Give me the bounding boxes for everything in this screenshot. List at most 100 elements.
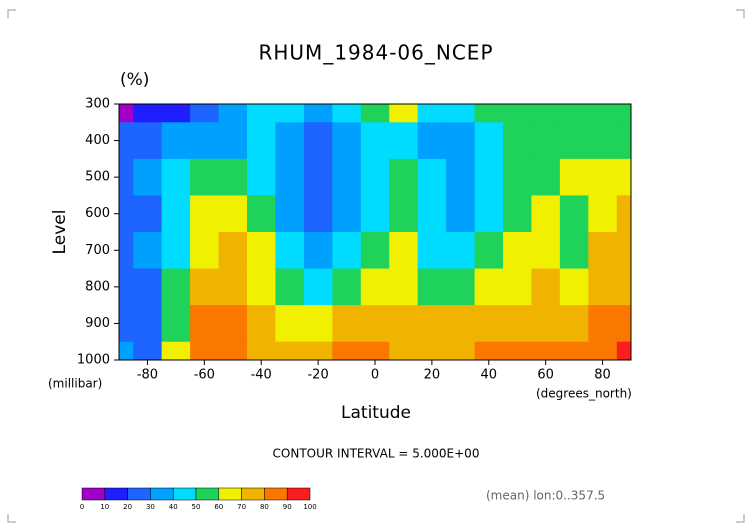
cell [303, 232, 333, 270]
cell [417, 104, 447, 123]
y-tick-label: 500 [85, 170, 110, 185]
cell [503, 305, 532, 343]
cell [275, 104, 305, 123]
cell [119, 305, 134, 343]
cell [417, 232, 447, 270]
cell [531, 104, 561, 123]
cell [119, 341, 134, 360]
cell [559, 104, 589, 123]
x-tick-label: -20 [307, 368, 328, 383]
cell [275, 195, 305, 233]
colorbar-label: 60 [214, 503, 223, 511]
cell [133, 341, 163, 360]
cell [474, 341, 504, 360]
cell [559, 232, 589, 270]
x-units: (degrees_north) [536, 387, 632, 401]
colorbar-swatch [241, 487, 265, 501]
cell [161, 158, 191, 196]
cell [275, 341, 305, 360]
cell [133, 104, 163, 123]
cell [417, 305, 447, 343]
cell [332, 104, 362, 123]
cell [190, 341, 220, 360]
cell [503, 232, 532, 270]
cell [503, 268, 532, 306]
cell [360, 104, 390, 123]
cell [332, 305, 362, 343]
cell [190, 158, 220, 196]
cell [161, 195, 191, 233]
cell [559, 305, 589, 343]
cell [133, 232, 163, 270]
cell [588, 195, 618, 233]
cell [616, 122, 631, 160]
cell [588, 158, 618, 196]
cell [531, 232, 561, 270]
cell [474, 104, 504, 123]
cell [119, 232, 134, 270]
cell [133, 305, 163, 343]
colorbar-label: 70 [237, 503, 246, 511]
cell [531, 122, 561, 160]
colorbar-label: 90 [283, 503, 292, 511]
cell [389, 195, 419, 233]
colorbar-swatch [218, 487, 242, 501]
cell [303, 122, 333, 160]
cell [275, 122, 305, 160]
cell [161, 104, 191, 123]
x-tick-label: 0 [371, 368, 379, 383]
colorbar-swatch [195, 487, 220, 501]
colorbar-swatch [81, 487, 106, 501]
colorbar-swatch [150, 487, 174, 501]
footnote: (mean) lon:0..357.5 [486, 489, 605, 503]
cell [161, 305, 191, 343]
x-tick-label: -80 [137, 368, 158, 383]
cell [531, 195, 561, 233]
cell [332, 232, 362, 270]
cell [616, 341, 631, 360]
cell [503, 122, 532, 160]
cell [161, 122, 191, 160]
cell [474, 195, 504, 233]
y-tick-label: 900 [85, 316, 110, 331]
x-tick-label: -40 [251, 368, 272, 383]
cell [332, 195, 362, 233]
y-tick-label: 800 [85, 279, 110, 294]
colorbar-label: 40 [169, 503, 178, 511]
cell [275, 232, 305, 270]
contour-interval: CONTOUR INTERVAL = 5.000E+00 [273, 447, 480, 461]
cell [503, 195, 532, 233]
cell [332, 341, 362, 360]
cell [218, 341, 248, 360]
cell [190, 305, 220, 343]
colorbar-swatch [172, 487, 197, 501]
cell [360, 305, 390, 343]
cell [303, 341, 333, 360]
cell [588, 305, 618, 343]
colorbar-swatch [286, 487, 311, 501]
cell [389, 268, 419, 306]
cell [190, 268, 220, 306]
cell [616, 305, 631, 343]
cell [133, 195, 163, 233]
corner-marks [7, 9, 745, 523]
colorbar-label: 10 [100, 503, 109, 511]
cell [360, 268, 390, 306]
cell [161, 232, 191, 270]
y-tick-label: 400 [85, 133, 110, 148]
cell [332, 268, 362, 306]
cell [531, 158, 561, 196]
cell [588, 268, 618, 306]
x-tick-label: 20 [424, 368, 441, 383]
colorbar-label: 20 [123, 503, 132, 511]
y-tick-label: 1000 [77, 353, 110, 368]
cell [218, 122, 248, 160]
cell [474, 232, 504, 270]
cell [133, 122, 163, 160]
y-tick-label: 300 [85, 97, 110, 112]
cell [446, 232, 476, 270]
colorbar-swatch [127, 487, 151, 501]
cell [503, 341, 532, 360]
cell [218, 232, 248, 270]
